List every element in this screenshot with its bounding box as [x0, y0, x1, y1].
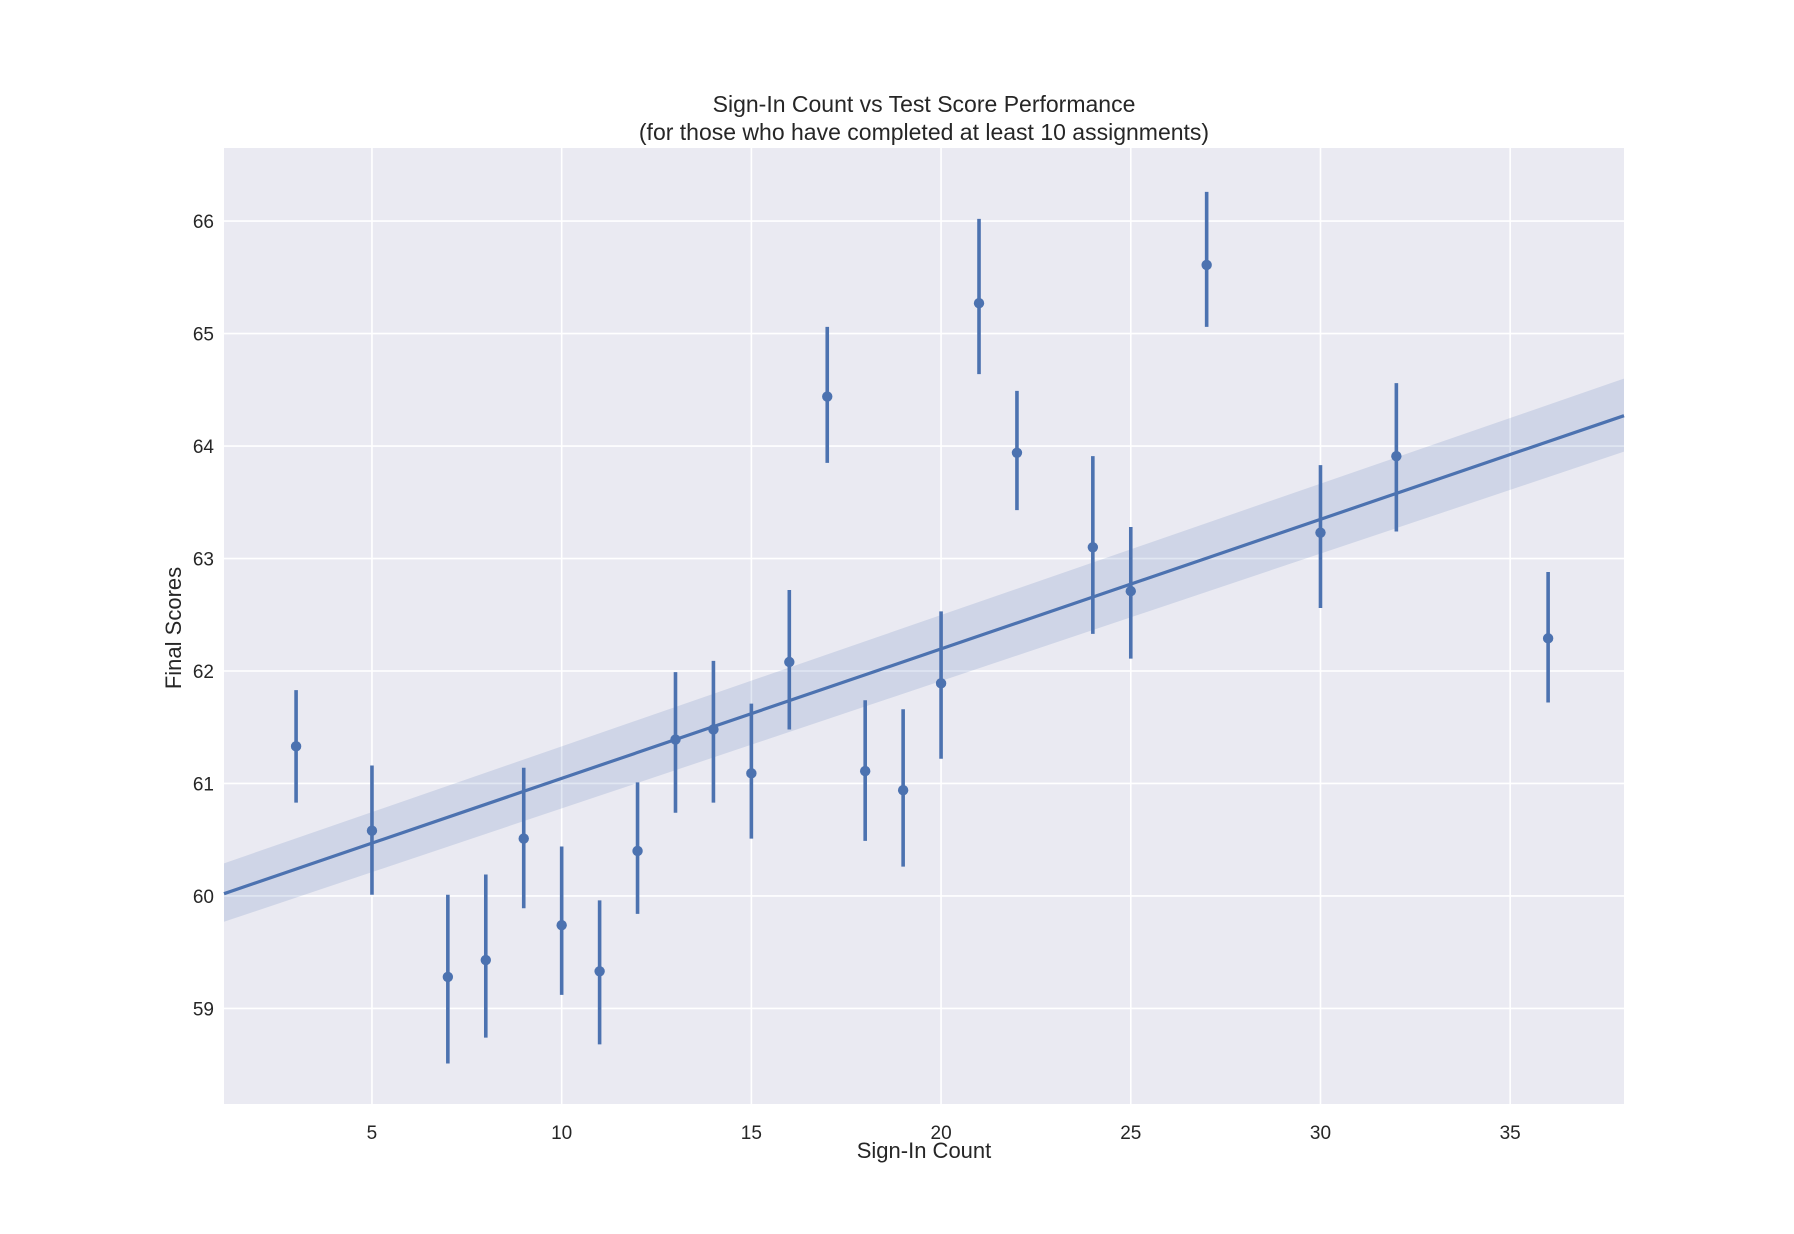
data-point — [670, 734, 681, 745]
data-point — [973, 298, 985, 309]
y-tick-label: 62 — [193, 662, 214, 683]
data-point — [1315, 527, 1326, 538]
y-tick-label: 64 — [193, 437, 215, 458]
x-tick-label: 25 — [1120, 1123, 1141, 1144]
x-tick-label: 35 — [1500, 1123, 1521, 1144]
y-tick-label: 65 — [193, 325, 214, 346]
x-tick-label: 5 — [367, 1123, 378, 1144]
data-point — [594, 966, 605, 977]
x-tick-labels: 5 10 15 20 25 30 35 — [367, 1123, 1521, 1144]
chart-title: Sign-In Count vs Test Score Performance — [713, 91, 1136, 117]
y-tick-label: 66 — [193, 212, 214, 233]
data-point — [935, 678, 947, 689]
chart-subtitle: (for those who have completed at least 1… — [639, 119, 1209, 145]
data-point — [1542, 633, 1554, 644]
data-point — [480, 954, 491, 966]
data-points — [290, 191, 1554, 1064]
data-point — [1125, 585, 1136, 597]
data-point — [632, 845, 643, 857]
regression-line-group — [223, 414, 1625, 896]
y-tick-label: 61 — [193, 774, 214, 795]
data-point — [859, 765, 871, 777]
y-tick-label: 63 — [193, 550, 214, 571]
plot-background — [224, 148, 1624, 1104]
data-point — [822, 391, 833, 402]
y-axis-label: Final Scores — [161, 567, 186, 689]
x-axis-label: Sign-In Count — [857, 1138, 992, 1163]
data-point — [518, 833, 529, 844]
confidence-band-area — [224, 378, 1624, 922]
data-point — [442, 971, 454, 983]
data-point — [1391, 450, 1402, 462]
grid — [224, 148, 1624, 1104]
data-point — [366, 825, 378, 836]
x-tick-label: 20 — [931, 1123, 952, 1144]
data-point — [746, 768, 757, 779]
regression-line — [223, 414, 1625, 896]
x-tick-label: 10 — [551, 1123, 572, 1144]
x-tick-label: 30 — [1310, 1123, 1331, 1144]
data-point — [784, 656, 795, 668]
data-point — [897, 785, 909, 796]
y-tick-label: 59 — [193, 999, 214, 1020]
data-point — [708, 724, 719, 735]
y-tick-labels: 59 60 61 62 63 64 65 66 — [193, 212, 215, 1020]
data-point — [1011, 447, 1023, 458]
confidence-band — [224, 378, 1624, 922]
data-point — [556, 919, 567, 931]
x-tick-label: 15 — [741, 1123, 762, 1144]
data-point — [1087, 542, 1099, 553]
y-tick-label: 60 — [193, 887, 214, 908]
data-point — [1201, 259, 1212, 271]
data-point — [290, 741, 302, 752]
